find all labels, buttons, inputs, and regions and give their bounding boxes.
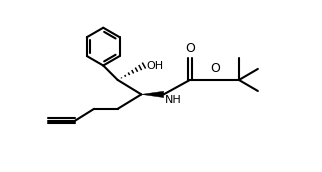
Text: NH: NH: [165, 95, 182, 105]
Polygon shape: [141, 91, 164, 98]
Text: O: O: [185, 41, 195, 55]
Text: OH: OH: [146, 61, 163, 71]
Text: O: O: [210, 62, 220, 75]
